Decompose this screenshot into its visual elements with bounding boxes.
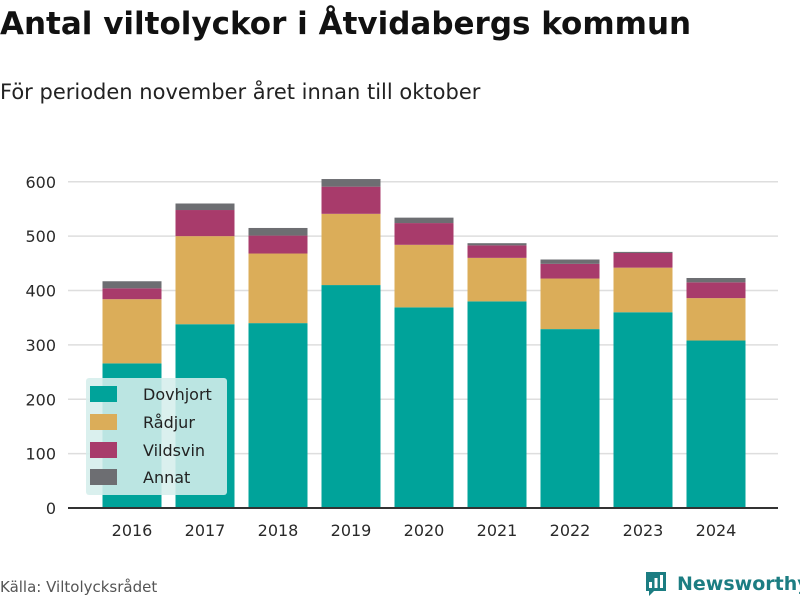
bar-rdjur-2024 [686,298,746,341]
bar-dovhjort-2019 [321,285,381,508]
axes: 0 100 200 300 400 500 600 2016 2017 2018 2019 2020 2… [25,173,778,540]
brand[interactable]: Newsworthy [644,570,800,598]
bar-vildsvin-2020 [394,223,454,245]
bar-rdjur-2020 [394,244,454,308]
x-tick-label-2017: 2017 [185,521,226,540]
bar-dovhjort-2024 [686,340,746,508]
bar-dovhjort-2020 [394,307,454,508]
legend-swatch-annat [90,469,117,485]
legend-label-vildsvin: Vildsvin [143,440,206,460]
legend-item-dovhjort: Dovhjort [90,382,212,406]
x-tick-label-2019: 2019 [331,521,372,540]
chart-title: Antal viltolyckor i Åtvidabergs kommun [0,6,692,42]
y-tick-label-200: 200 [25,390,56,409]
bar-annat-2022 [540,259,600,264]
bar-vildsvin-2024 [686,282,746,299]
bar-vildsvin-2021 [467,245,527,258]
bar-vildsvin-2023 [613,252,673,268]
bar-annat-2019 [321,179,381,187]
bar-rdjur-2018 [248,253,308,324]
x-tick-label-2018: 2018 [258,521,299,540]
x-tick-label-2022: 2022 [550,521,591,540]
legend-item-vildsvin: Vildsvin [90,438,205,462]
legend-swatch-radjur [90,414,117,430]
bar-annat-2020 [394,217,454,224]
bar-annat-2021 [467,243,527,246]
y-tick-label-300: 300 [25,336,56,355]
bar-dovhjort-2023 [613,312,673,508]
bar-rdjur-2023 [613,267,673,313]
bar-annat-2016 [102,281,162,289]
newsworthy-chart-bubble-icon [646,572,666,596]
x-tick-label-2021: 2021 [477,521,518,540]
bar-rdjur-2021 [467,257,527,302]
y-tick-label-600: 600 [25,173,56,192]
legend-swatch-dovhjort [90,386,117,402]
chart-subtitle: För perioden november året innan till ok… [0,80,481,104]
y-tick-label-0: 0 [46,499,56,518]
y-tick-label-500: 500 [25,227,56,246]
legend-label-radjur: Rådjur [143,412,195,432]
legend-item-radjur: Rådjur [90,410,195,434]
bar-annat-2023 [613,251,673,253]
bar-rdjur-2022 [540,278,600,330]
bar-vildsvin-2019 [321,186,381,214]
x-tick-label-2020: 2020 [404,521,445,540]
legend: Dovhjort Rådjur Vildsvin Annat [86,378,227,495]
bar-dovhjort-2018 [248,323,308,508]
bar-rdjur-2016 [102,299,162,364]
bar-annat-2018 [248,227,308,236]
legend-swatch-vildsvin [90,442,117,458]
legend-item-annat: Annat [90,465,190,489]
bar-rdjur-2019 [321,213,381,286]
y-tick-label-400: 400 [25,282,56,301]
y-tick-label-100: 100 [25,445,56,464]
bar-vildsvin-2017 [175,210,235,237]
bar-dovhjort-2021 [467,301,527,508]
bar-annat-2017 [175,203,235,211]
source-note: Källa: Viltolycksrådet [0,578,158,596]
legend-label-annat: Annat [143,467,191,487]
x-tick-label-2016: 2016 [112,521,153,540]
legend-label-dovhjort: Dovhjort [143,384,212,404]
bar-annat-2024 [686,277,746,283]
x-tick-label-2024: 2024 [696,521,737,540]
brand-name: Newsworthy [677,573,800,595]
bar-vildsvin-2016 [102,288,162,300]
bar-vildsvin-2018 [248,235,308,254]
x-tick-label-2023: 2023 [623,521,664,540]
bar-dovhjort-2022 [540,329,600,508]
bar-vildsvin-2022 [540,263,600,279]
bar-rdjur-2017 [175,236,235,325]
